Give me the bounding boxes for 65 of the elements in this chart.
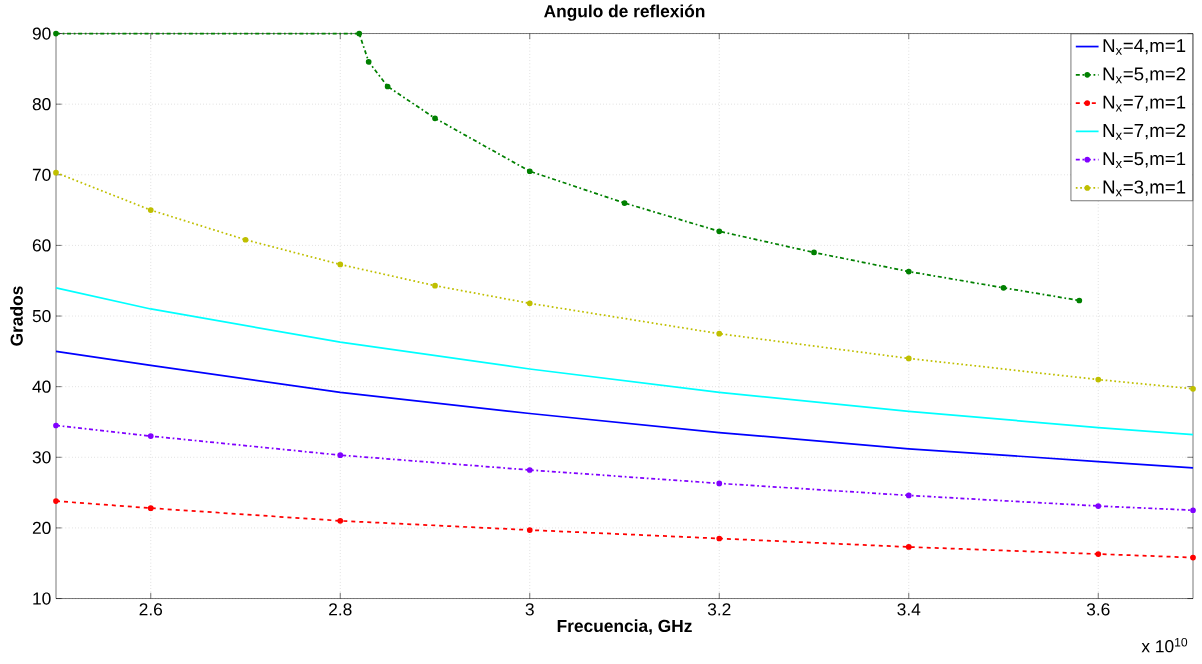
point [526,467,533,474]
point [53,170,59,176]
y-tick-label: 90 [32,27,51,40]
point [526,527,533,534]
point [1190,507,1196,514]
point [1095,376,1102,383]
point [147,207,154,214]
point [905,355,912,362]
y-tick-label: 40 [32,380,51,394]
legend-label: N$_{x}$=7,m=2 [1103,124,1186,140]
x-tick-label: 3.2 [707,603,731,616]
point [356,30,363,37]
y-axis-title: Grados [10,286,23,346]
point [337,261,344,268]
legend-label: N$_{x}$=7,m=1 [1103,95,1186,112]
line-series [55,287,1194,436]
point [1095,551,1102,558]
point [53,422,59,429]
x-tick-label: 3.6 [1086,603,1110,616]
point [147,433,154,440]
y-tick-label: 60 [32,239,51,252]
point [905,544,912,551]
point [526,168,533,175]
x-tick-label: 3 [525,603,534,616]
point [53,30,59,37]
point [716,535,723,542]
point [526,300,533,307]
point [905,492,912,499]
point [432,115,438,122]
point [432,283,438,289]
text: x 10$^{10}$ [1141,638,1188,653]
y-tick-label: 70 [32,168,51,182]
point [716,480,723,487]
x-tick-label: 3.4 [897,603,921,616]
legend-label: N$_{x}$=3,m=1 [1103,180,1186,197]
y-tick-label: 80 [32,98,51,111]
legend-label: N$_{x}$=4,m=1 [1103,39,1186,56]
point [1095,503,1102,510]
point [811,249,817,256]
point [716,331,723,337]
point [621,200,628,207]
point [1076,297,1083,304]
chart-title: Angulo de reflexión [544,4,705,22]
y-tick-label: 50 [32,310,51,323]
y-tick-label: 20 [32,522,51,535]
point [1000,285,1007,291]
point [53,498,59,505]
y-tick-label: 30 [32,451,51,464]
line-series [55,350,1194,469]
point [716,228,723,235]
x-tick-label: 2.8 [329,603,352,616]
legend-label: N$_{x}$=5,m=2 [1103,67,1186,84]
point [147,505,154,512]
legend-label: N$_{x}$=5,m=1 [1103,152,1186,169]
point [1190,554,1196,561]
point [242,237,249,243]
x-tick-label: 2.6 [139,603,163,616]
point [1190,386,1196,392]
point [365,59,372,65]
x-axis-title: Frecuencia, GHz [557,619,692,635]
y-tick-label: 10 [33,592,51,605]
point [384,83,391,90]
point [905,268,912,275]
point [337,518,344,524]
point [337,452,344,459]
